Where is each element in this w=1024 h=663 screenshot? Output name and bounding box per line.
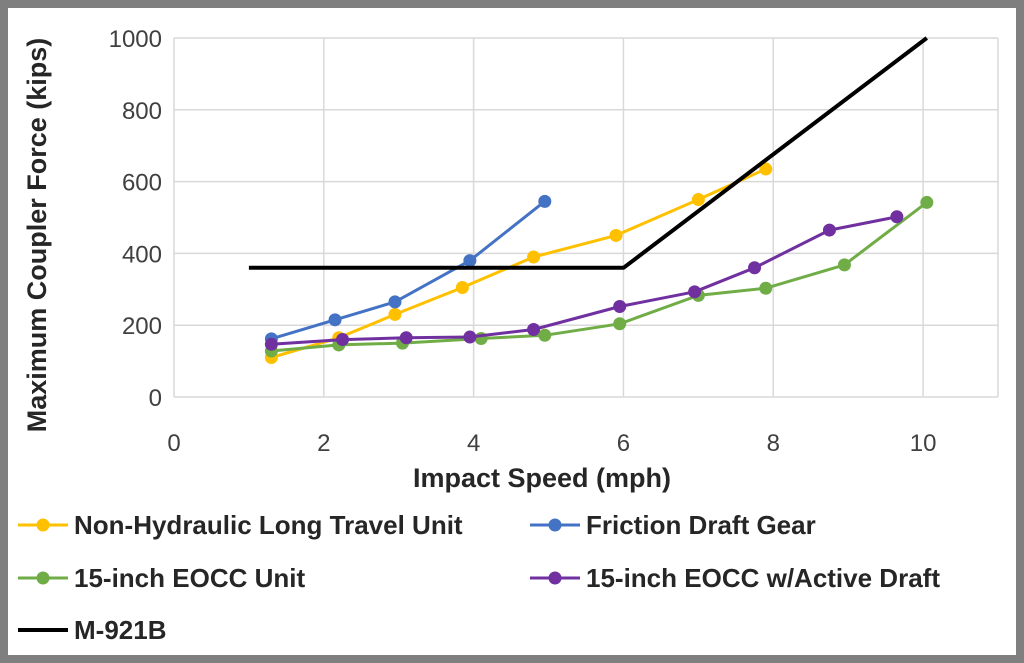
- series-15-inch-eocc-w-active-draft: [264, 210, 904, 351]
- data-point: [399, 331, 413, 345]
- legend: Non-Hydraulic Long Travel Unit Friction D…: [18, 510, 940, 645]
- x-tick-label: 2: [317, 430, 330, 457]
- data-point: [328, 313, 342, 327]
- data-point: [691, 193, 705, 207]
- series-line: [248, 36, 929, 270]
- y-tick-label: 0: [149, 385, 162, 412]
- y-tick-label: 1000: [109, 26, 162, 53]
- grid-lines: [173, 37, 999, 398]
- x-tick-label: 8: [767, 430, 780, 457]
- x-axis-label: Impact Speed (mph): [413, 463, 671, 493]
- y-tick-label: 800: [122, 98, 162, 125]
- data-point: [613, 300, 627, 314]
- series-line: [270, 167, 767, 359]
- data-point: [455, 281, 469, 295]
- data-point: [538, 194, 552, 208]
- legend-entry: 15-inch EOCC Unit: [18, 563, 305, 593]
- data-point: [388, 295, 402, 309]
- series-friction-draft-gear: [264, 194, 552, 346]
- legend-label: 15-inch EOCC Unit: [74, 563, 305, 593]
- data-point: [688, 285, 702, 299]
- y-tick-label: 600: [122, 170, 162, 197]
- legend-entry: M-921B: [18, 615, 166, 645]
- x-tick-label: 6: [617, 430, 630, 457]
- y-tick-label: 200: [122, 313, 162, 340]
- data-point: [264, 337, 278, 351]
- data-point: [527, 250, 541, 264]
- data-point: [759, 281, 773, 295]
- data-point: [463, 254, 477, 268]
- data-point: [759, 162, 773, 176]
- data-point: [336, 333, 350, 347]
- legend-marker: [36, 518, 50, 532]
- legend-label: Friction Draft Gear: [586, 510, 816, 540]
- data-point: [388, 307, 402, 321]
- data-point: [822, 223, 836, 237]
- legend-entry: Friction Draft Gear: [530, 510, 816, 540]
- series-15-inch-eocc-unit: [264, 195, 934, 358]
- data-point: [527, 323, 541, 337]
- series-m-921b: [248, 36, 929, 270]
- legend-entry: Non-Hydraulic Long Travel Unit: [18, 510, 463, 540]
- data-series: [248, 36, 934, 365]
- x-tick-label: 10: [910, 430, 937, 457]
- y-tick-labels: 0 200 400 600 800 1000: [109, 26, 162, 412]
- series-line: [271, 215, 898, 346]
- series-line: [271, 201, 928, 353]
- legend-label: 15-inch EOCC w/Active Draft: [586, 563, 940, 593]
- legend-marker: [548, 571, 562, 585]
- x-tick-label: 0: [167, 430, 180, 457]
- legend-marker: [36, 571, 50, 585]
- data-point: [538, 328, 552, 342]
- x-tick-labels: 0 2 4 6 8 10: [167, 430, 936, 457]
- y-tick-label: 400: [122, 241, 162, 268]
- data-point: [837, 258, 851, 272]
- legend-entry: 15-inch EOCC w/Active Draft: [530, 563, 940, 593]
- data-point: [890, 210, 904, 224]
- legend-marker: [548, 518, 562, 532]
- data-point: [920, 195, 934, 209]
- legend-label: M-921B: [74, 615, 166, 645]
- x-tick-label: 4: [467, 430, 480, 457]
- series-non-hydraulic-long-travel-unit: [264, 162, 773, 365]
- data-point: [609, 228, 623, 242]
- y-axis-label: Maximum Coupler Force (kips): [22, 38, 52, 433]
- legend-label: Non-Hydraulic Long Travel Unit: [74, 510, 463, 540]
- data-point: [748, 261, 762, 275]
- data-point: [613, 317, 627, 331]
- data-point: [463, 330, 477, 344]
